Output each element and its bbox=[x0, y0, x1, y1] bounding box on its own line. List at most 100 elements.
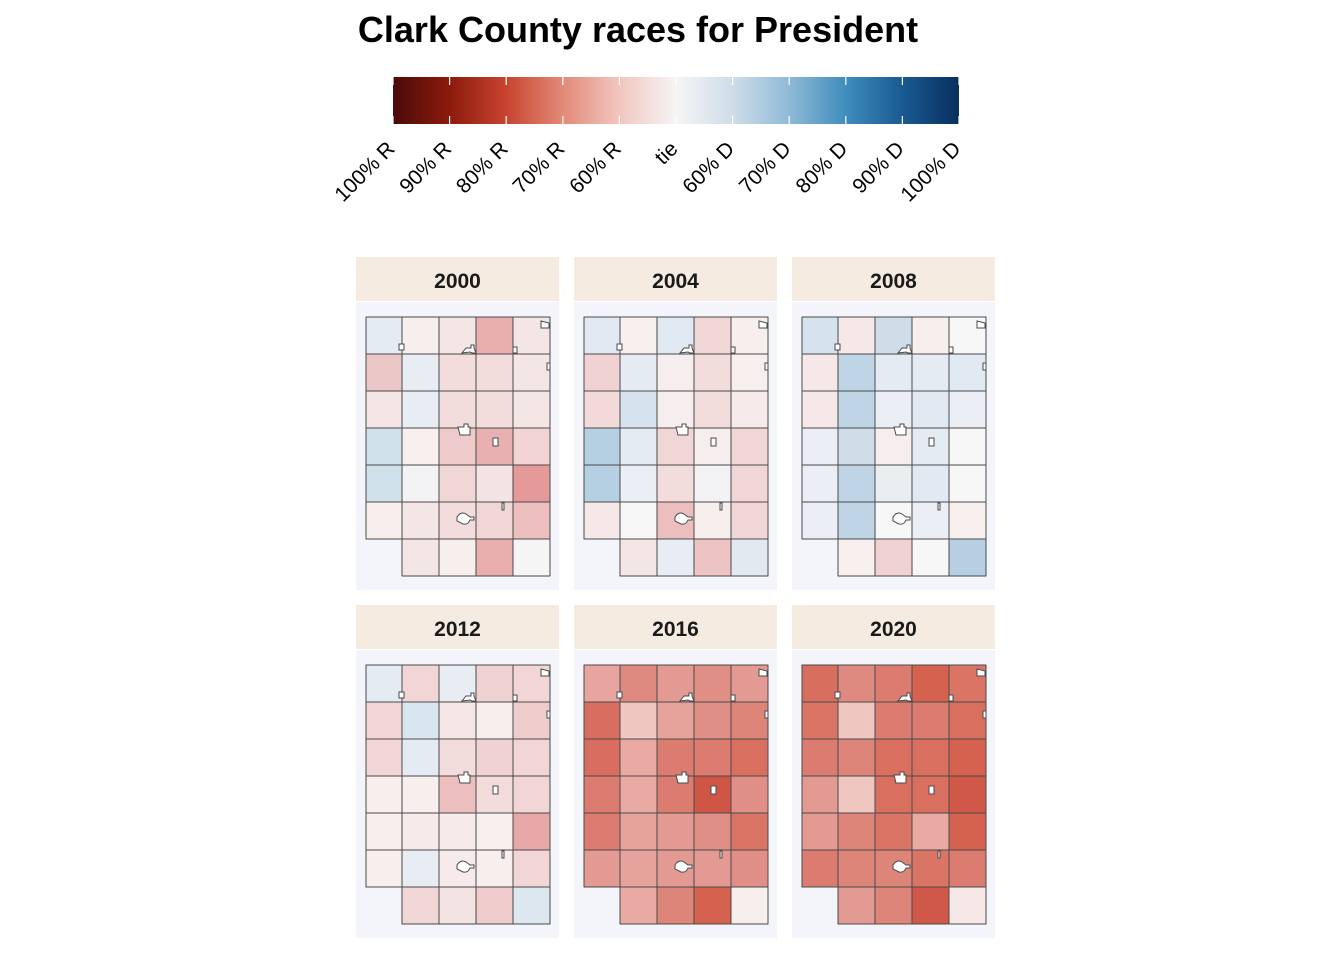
township-cell bbox=[911, 664, 950, 703]
township-cell bbox=[656, 538, 695, 577]
township-cell bbox=[365, 501, 403, 540]
township-cell bbox=[730, 538, 769, 577]
township-cell bbox=[730, 501, 769, 540]
county-map bbox=[574, 302, 777, 590]
township-cell bbox=[837, 427, 876, 466]
municipality-boundary bbox=[982, 362, 987, 371]
municipality-boundary bbox=[893, 771, 907, 784]
panel-2000: 2000 bbox=[356, 257, 559, 590]
township-cell bbox=[801, 812, 839, 851]
municipality-boundary bbox=[674, 512, 693, 525]
township-cell bbox=[837, 775, 876, 814]
township-cell bbox=[365, 812, 403, 851]
township-cell bbox=[911, 886, 950, 925]
township-cell bbox=[583, 738, 621, 777]
township-cell bbox=[475, 701, 514, 740]
township-cell bbox=[837, 538, 876, 577]
township-cell bbox=[619, 664, 658, 703]
township-cell bbox=[583, 701, 621, 740]
municipality-boundary bbox=[501, 502, 505, 511]
township-cell bbox=[874, 812, 913, 851]
municipality-boundary bbox=[892, 860, 911, 873]
municipality-boundary bbox=[512, 346, 518, 354]
municipality-boundary bbox=[492, 785, 499, 795]
township-cell bbox=[583, 353, 621, 392]
township-cell bbox=[512, 427, 551, 466]
facet-strip bbox=[574, 257, 777, 301]
municipality-boundary bbox=[730, 346, 736, 354]
township-cell bbox=[438, 886, 477, 925]
municipality-boundary bbox=[893, 423, 907, 436]
township-cell bbox=[619, 886, 658, 925]
county-map bbox=[356, 302, 559, 590]
municipality-boundary bbox=[937, 502, 941, 511]
township-cell bbox=[512, 812, 551, 851]
municipality-boundary bbox=[764, 710, 769, 719]
township-cell bbox=[837, 701, 876, 740]
municipality-boundary bbox=[512, 694, 518, 702]
township-cell bbox=[911, 501, 950, 540]
township-cell bbox=[874, 390, 913, 429]
township-cell bbox=[948, 701, 987, 740]
facet-year-label: 2008 bbox=[870, 270, 917, 293]
municipality-boundary bbox=[674, 860, 693, 873]
township-cell bbox=[874, 886, 913, 925]
municipality-boundary bbox=[675, 771, 689, 784]
township-cell bbox=[801, 849, 839, 888]
facet-panels: 2000 2004 2008 2012 2016 2020 bbox=[356, 257, 995, 938]
municipality-boundary bbox=[678, 692, 695, 702]
township-cell bbox=[619, 390, 658, 429]
colorbar-tick-label: 100% R bbox=[330, 137, 399, 206]
panel-2016: 2016 bbox=[574, 605, 777, 938]
township-cell bbox=[693, 849, 732, 888]
municipality-boundary bbox=[492, 437, 499, 447]
township-cell bbox=[619, 701, 658, 740]
township-cell bbox=[583, 390, 621, 429]
county-map bbox=[792, 650, 995, 938]
township-cell bbox=[619, 353, 658, 392]
township-cell bbox=[619, 538, 658, 577]
township-cell bbox=[512, 353, 551, 392]
township-cell bbox=[911, 316, 950, 355]
township-cell bbox=[401, 316, 440, 355]
township-cell bbox=[656, 701, 695, 740]
municipality-boundary bbox=[928, 437, 935, 447]
township-cell bbox=[365, 427, 403, 466]
township-cell bbox=[874, 738, 913, 777]
municipality-boundary bbox=[678, 344, 695, 354]
colorbar-tick-label: 70% D bbox=[735, 137, 796, 198]
township-cell bbox=[656, 738, 695, 777]
facet-year-label: 2016 bbox=[652, 618, 699, 641]
township-cell bbox=[656, 886, 695, 925]
township-cell bbox=[619, 464, 658, 503]
municipality-boundary bbox=[456, 860, 475, 873]
township-cell bbox=[619, 738, 658, 777]
township-cell bbox=[401, 738, 440, 777]
township-cell bbox=[475, 316, 514, 355]
municipality-boundary bbox=[540, 668, 550, 677]
township-cell bbox=[401, 353, 440, 392]
township-cell bbox=[730, 427, 769, 466]
township-cell bbox=[911, 538, 950, 577]
township-cell bbox=[693, 738, 732, 777]
municipality-boundary bbox=[398, 691, 405, 699]
township-cell bbox=[475, 390, 514, 429]
township-cell bbox=[512, 464, 551, 503]
township-cell bbox=[365, 390, 403, 429]
municipality-boundary bbox=[928, 785, 935, 795]
township-cell bbox=[801, 738, 839, 777]
municipality-boundary bbox=[948, 346, 954, 354]
county-map bbox=[792, 302, 995, 590]
township-cell bbox=[837, 316, 876, 355]
township-cell bbox=[438, 390, 477, 429]
township-cell bbox=[401, 849, 440, 888]
township-cell bbox=[911, 812, 950, 851]
township-cell bbox=[475, 849, 514, 888]
township-cell bbox=[401, 812, 440, 851]
township-cell bbox=[837, 390, 876, 429]
colorbar-tick-label: 80% R bbox=[452, 137, 513, 198]
municipality-boundary bbox=[758, 320, 768, 329]
township-cell bbox=[693, 664, 732, 703]
township-cell bbox=[911, 390, 950, 429]
township-cell bbox=[619, 849, 658, 888]
